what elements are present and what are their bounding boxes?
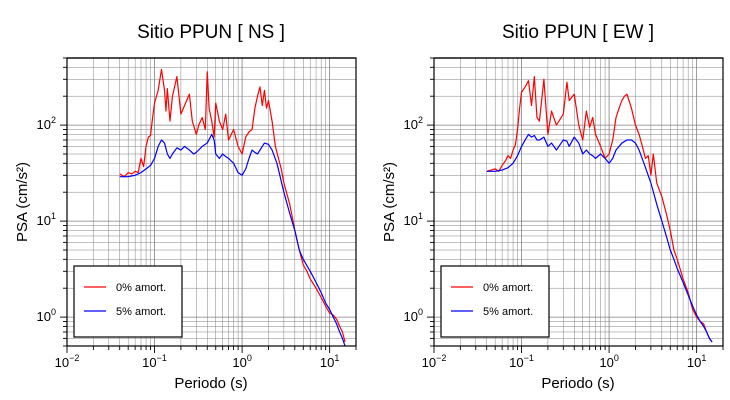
chart-ew-legend-box xyxy=(440,265,550,338)
chart-ew: Sitio PPUN [ EW ] 10−2 10−1 100 10110010110… xyxy=(381,22,724,392)
chart-ew-title: Sitio PPUN [ EW ] xyxy=(502,22,654,43)
chart-ns-legend-label-1: 5% amort. xyxy=(116,306,166,318)
chart-ew-y-tick-base: 10 xyxy=(404,309,418,324)
chart-ew-xlabel: Periodo (s) xyxy=(541,375,614,392)
chart-ns-series-line-0 xyxy=(119,68,346,343)
chart-ew-y-tick-label: 102 xyxy=(404,115,423,132)
chart-ns-title: Sitio PPUN [ NS ] xyxy=(137,22,285,43)
chart-ew-x-tick-label: 100 xyxy=(599,353,618,370)
chart-ew-legend-label-1: 5% amort. xyxy=(483,306,533,318)
chart-ew-x-tick-exp: 1 xyxy=(701,353,706,363)
chart-ns-x-tick-label: 100 xyxy=(232,353,251,370)
chart-ns-series-line-1 xyxy=(119,133,346,347)
chart-ew-ylabel: PSA (cm/s²) xyxy=(381,162,398,242)
chart-ns-y-tick-label: 102 xyxy=(37,115,56,132)
chart-ew-y-tick-label: 101 xyxy=(404,211,423,228)
chart-ns-x-tick-base: 10 xyxy=(55,355,69,370)
chart-ns-y-tick-exp: 1 xyxy=(51,211,56,221)
chart-ew-x-tick-base: 10 xyxy=(687,355,701,370)
chart-ns-grid xyxy=(66,57,357,347)
chart-ew-y-tick-label: 100 xyxy=(404,307,423,324)
chart-ew-x-tick-label: 101 xyxy=(687,353,706,370)
chart-ew-y-tick-exp: 0 xyxy=(418,307,423,317)
chart-ns-y-tick-base: 10 xyxy=(37,213,51,228)
chart-ns-x-tick-label: 101 xyxy=(320,353,339,370)
chart-ns-series xyxy=(119,68,346,347)
chart-ns-x-tick-base: 10 xyxy=(320,355,334,370)
chart-ns-y-tick-label: 101 xyxy=(37,211,56,228)
chart-ns-y-tick-base: 10 xyxy=(37,309,51,324)
chart-ns-x-tick-exp: 0 xyxy=(247,353,252,363)
chart-ns-frame xyxy=(66,57,357,347)
chart-ew-y-tick-exp: 2 xyxy=(418,115,423,125)
chart-ns-legend: 0% amort. 5% amort. xyxy=(73,265,183,338)
chart-ew-x-tick-base: 10 xyxy=(509,355,523,370)
chart-ns-x-tick-base: 10 xyxy=(232,355,246,370)
chart-ns-x-tick-label: 10−2 xyxy=(55,353,80,370)
chart-ns-legend-label-0: 0% amort. xyxy=(116,282,166,294)
chart-ns-x-tick-exp: 1 xyxy=(334,353,339,363)
chart-ew-x-tick-exp: −1 xyxy=(524,353,534,363)
chart-ns-x-tick-label: 10−1 xyxy=(142,353,167,370)
chart-ns-x-tick-exp: −2 xyxy=(69,353,79,363)
chart-ns-y-tick-base: 10 xyxy=(37,117,51,132)
chart-ew-x-tick-exp: 0 xyxy=(614,353,619,363)
chart-ew-x-tick-base: 10 xyxy=(599,355,613,370)
chart-ew-x-tick-label: 10−1 xyxy=(509,353,534,370)
chart-ew-x-tick-label: 10−2 xyxy=(422,353,447,370)
chart-ns-y-tick-exp: 2 xyxy=(51,115,56,125)
chart-ns-y-tick-label: 100 xyxy=(37,307,56,324)
chart-ew-legend-label-0: 0% amort. xyxy=(483,282,533,294)
chart-ns: Sitio PPUN [ NS ] 10−2 10−1 100 10110010110… xyxy=(14,22,357,392)
chart-ew-y-tick-base: 10 xyxy=(404,213,418,228)
chart-ns-y-tick-exp: 0 xyxy=(51,307,56,317)
chart-ew-x-tick-exp: −2 xyxy=(436,353,446,363)
chart-ew-series-line-0 xyxy=(486,76,713,343)
chart-ew-y-tick-base: 10 xyxy=(404,117,418,132)
chart-ew-legend: 0% amort. 5% amort. xyxy=(440,265,550,338)
chart-ew-y-tick-exp: 1 xyxy=(418,211,423,221)
chart-ew-x-tick-base: 10 xyxy=(422,355,436,370)
chart-ew-series-line-1 xyxy=(486,133,713,343)
chart-ns-xlabel: Periodo (s) xyxy=(174,375,247,392)
chart-ns-legend-box xyxy=(73,265,183,338)
chart-ns-ylabel: PSA (cm/s²) xyxy=(14,162,31,242)
chart-ns-x-tick-exp: −1 xyxy=(157,353,167,363)
chart-ns-x-tick-base: 10 xyxy=(142,355,156,370)
chart-ew-series xyxy=(486,76,713,343)
chart-ew-frame xyxy=(433,57,724,347)
